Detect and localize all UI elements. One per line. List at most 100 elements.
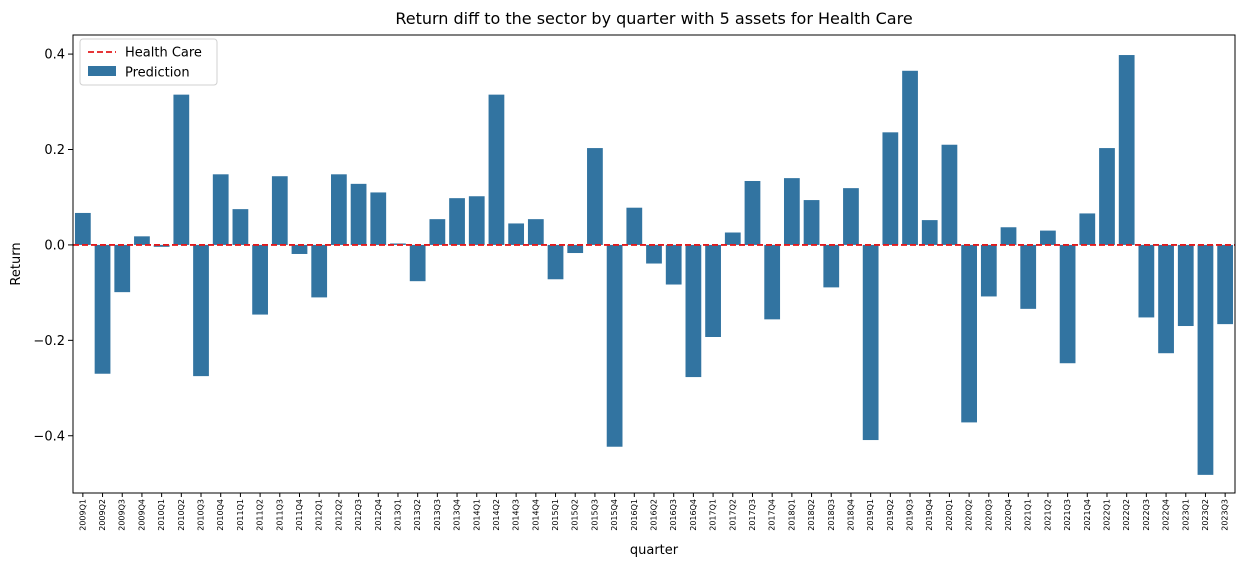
x-tick-label: 2022Q3 — [1142, 499, 1151, 531]
x-tick-label: 2009Q1 — [78, 499, 87, 531]
bar-2021Q1 — [1020, 244, 1037, 309]
bar-2015Q1 — [547, 244, 564, 280]
x-tick-label: 2017Q4 — [768, 499, 777, 531]
x-tick-label: 2014Q3 — [512, 499, 521, 531]
bar-2014Q2 — [488, 94, 505, 245]
bar-2018Q2 — [803, 200, 820, 245]
bar-2019Q2 — [882, 132, 899, 245]
x-tick-label: 2019Q4 — [925, 499, 934, 531]
bar-2012Q1 — [311, 244, 328, 298]
x-tick-label: 2023Q1 — [1181, 499, 1190, 531]
bar-2012Q3 — [350, 183, 367, 245]
y-tick-label: 0.2 — [44, 143, 65, 158]
x-tick-label: 2020Q3 — [984, 499, 993, 531]
x-tick-label: 2016Q1 — [630, 499, 639, 531]
bar-2018Q4 — [843, 188, 859, 245]
x-tick-label: 2019Q1 — [866, 499, 875, 531]
bar-2016Q4 — [685, 244, 702, 378]
bar-2010Q3 — [193, 244, 209, 377]
x-tick-label: 2014Q2 — [492, 499, 501, 531]
bar-2010Q4 — [212, 174, 229, 245]
bar-2017Q1 — [705, 244, 721, 337]
bar-2015Q3 — [587, 148, 603, 245]
x-tick-label: 2011Q2 — [256, 499, 265, 531]
bar-2019Q1 — [862, 244, 879, 441]
legend-health-care-label: Health Care — [125, 46, 202, 61]
y-tick-label: −0.2 — [33, 334, 65, 349]
x-tick-label: 2017Q2 — [728, 499, 737, 531]
x-tick-label: 2018Q3 — [827, 499, 836, 531]
bar-2016Q3 — [665, 244, 682, 285]
bar-2020Q3 — [980, 244, 997, 297]
x-tick-label: 2015Q1 — [551, 499, 560, 531]
x-tick-label: 2014Q1 — [472, 499, 481, 531]
bar-2023Q3 — [1217, 244, 1234, 325]
bar-2009Q3 — [114, 244, 131, 293]
x-tick-label: 2011Q3 — [275, 499, 284, 531]
x-axis: 2009Q1 2009Q2 2009Q3 2009Q4 2010Q1 2010Q2 2010… — [78, 493, 1230, 531]
bar-2011Q4 — [291, 244, 308, 254]
y-tick-label: −0.4 — [33, 429, 65, 444]
bar-2019Q3 — [902, 70, 918, 245]
x-tick-label: 2018Q4 — [846, 499, 855, 531]
x-tick-label: 2019Q3 — [906, 499, 915, 531]
x-tick-label: 2013Q3 — [433, 499, 442, 531]
x-tick-label: 2021Q3 — [1063, 499, 1072, 531]
y-axis-label: Return — [9, 242, 24, 285]
bar-2013Q2 — [409, 244, 426, 282]
x-tick-label: 2023Q3 — [1221, 499, 1230, 531]
x-tick-label: 2012Q2 — [334, 499, 343, 531]
y-tick-label: 0.0 — [44, 238, 65, 253]
x-tick-label: 2013Q4 — [453, 499, 462, 531]
x-tick-label: 2011Q4 — [295, 499, 304, 531]
bar-2016Q1 — [626, 207, 643, 245]
bar-2022Q2 — [1118, 55, 1135, 245]
x-tick-label: 2010Q2 — [177, 499, 186, 531]
bar-2009Q4 — [134, 236, 150, 245]
bars-layer — [74, 55, 1234, 475]
x-tick-label: 2016Q3 — [669, 499, 678, 531]
bar-2021Q3 — [1059, 244, 1076, 364]
bar-2023Q1 — [1177, 244, 1194, 327]
x-tick-label: 2020Q2 — [965, 499, 974, 531]
bar-2013Q3 — [429, 219, 446, 245]
x-tick-label: 2012Q4 — [374, 499, 383, 531]
bar-2018Q1 — [783, 178, 800, 245]
x-tick-label: 2020Q1 — [945, 499, 954, 531]
bar-2020Q4 — [1000, 227, 1017, 245]
bar-2020Q2 — [961, 244, 977, 423]
x-tick-label: 2020Q4 — [1004, 499, 1013, 531]
x-tick-label: 2021Q2 — [1043, 499, 1052, 531]
legend-prediction-label: Prediction — [125, 66, 190, 81]
x-tick-label: 2017Q3 — [748, 499, 757, 531]
bar-2013Q4 — [449, 198, 465, 245]
bar-2011Q3 — [271, 176, 288, 245]
x-tick-label: 2018Q1 — [787, 499, 796, 531]
x-tick-label: 2021Q4 — [1083, 499, 1092, 531]
x-tick-label: 2015Q4 — [610, 499, 619, 531]
bar-2017Q2 — [724, 232, 741, 245]
legend: Health Care Prediction — [79, 38, 218, 86]
bar-2009Q1 — [74, 212, 91, 245]
bar-2015Q4 — [606, 244, 623, 447]
bar-2011Q1 — [232, 209, 249, 245]
bar-2017Q3 — [744, 180, 761, 245]
x-tick-label: 2014Q4 — [531, 499, 540, 531]
x-tick-label: 2018Q2 — [807, 499, 816, 531]
x-tick-label: 2022Q1 — [1102, 499, 1111, 531]
bar-2022Q4 — [1158, 244, 1174, 354]
y-tick-label: 0.4 — [44, 48, 65, 63]
x-axis-label: quarter — [630, 543, 679, 558]
x-tick-label: 2022Q4 — [1162, 499, 1171, 531]
x-tick-label: 2021Q1 — [1024, 499, 1033, 531]
x-tick-label: 2010Q4 — [216, 499, 225, 531]
y-axis: −0.4 −0.2 0.0 0.2 0.4 — [33, 48, 73, 444]
bar-2021Q4 — [1079, 213, 1096, 245]
x-tick-label: 2011Q1 — [236, 499, 245, 531]
bar-2019Q4 — [921, 220, 938, 245]
x-tick-label: 2016Q2 — [650, 499, 659, 531]
bar-2020Q1 — [941, 144, 958, 245]
chart-title: Return diff to the sector by quarter wit… — [395, 9, 912, 28]
bar-2009Q2 — [94, 244, 111, 374]
